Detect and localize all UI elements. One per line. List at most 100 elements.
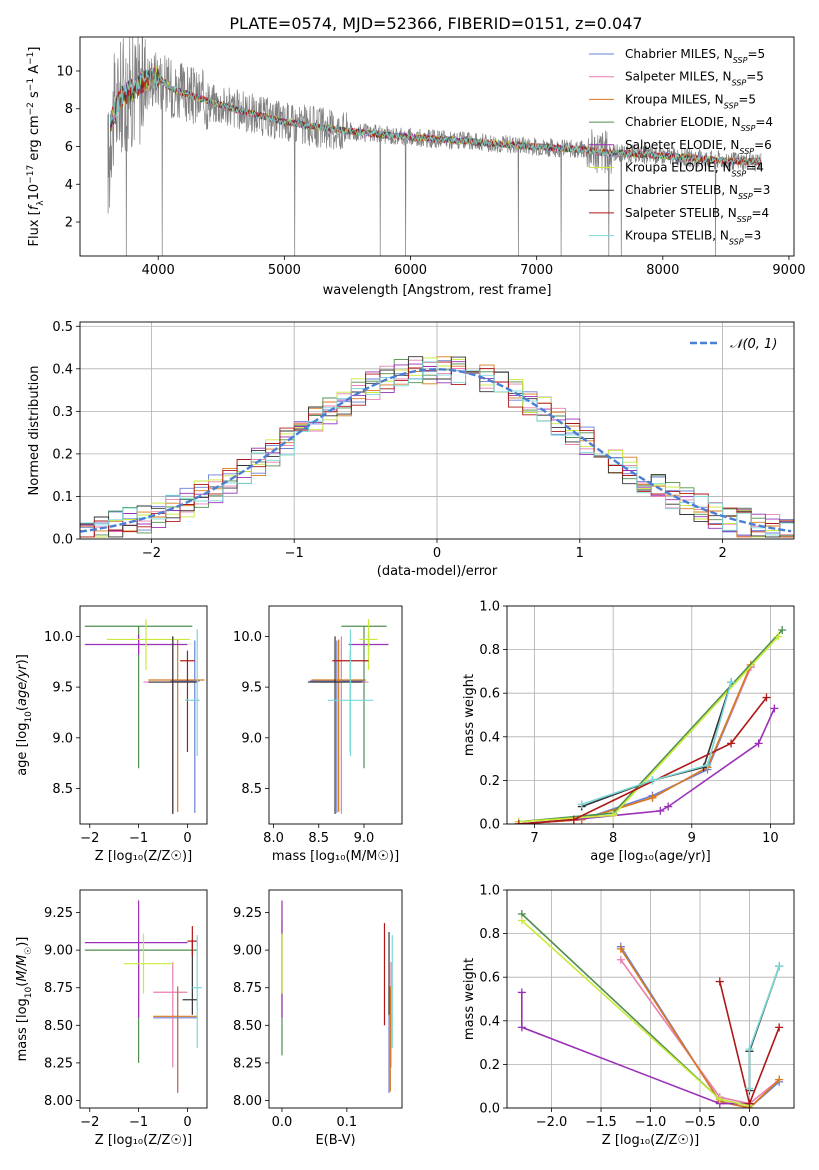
y-tick-label: 8 (65, 102, 73, 117)
data-point (715, 1095, 724, 1104)
data-point (648, 776, 657, 785)
x-tick-label: 9 (688, 831, 696, 846)
series-line (748, 966, 780, 1089)
x-tick-label: −1.0 (635, 1115, 667, 1130)
legend-label: Kroupa STELIB, NSSP=3 (625, 229, 761, 247)
point-chabrier-stelib (307, 636, 363, 814)
x-tick-label: 8 (609, 831, 617, 846)
series-kroupa-stelib (745, 962, 784, 1093)
y-tick-label: 10 (56, 64, 73, 79)
y-axis-label: Flux [fλ10−17 erg cm−2 s−1 A−1] (26, 47, 46, 247)
y-tick-label: 0.2 (52, 447, 73, 462)
axes-spectrum: 4000 5000 6000 7000 8000 9000 2 4 6 8 10 (56, 64, 805, 278)
series-kroupa-elodie (517, 916, 754, 1108)
y-tick-label: 10.0 (44, 630, 73, 645)
point-chabrier-elodie (341, 625, 387, 769)
y-tick-label: 0.4 (479, 730, 500, 745)
y-tick-label: 0.2 (479, 774, 500, 789)
series-salpeter-stelib (514, 693, 771, 824)
data-point (664, 802, 673, 811)
x-tick-label: 9.0 (354, 831, 375, 846)
series-line (581, 682, 732, 808)
y-tick-label: 8.25 (233, 1056, 262, 1071)
series-line (518, 629, 783, 823)
x-tick-label: −2 (80, 831, 99, 846)
series-line (521, 913, 750, 1107)
y-tick-label: 8.5 (241, 782, 262, 797)
legend-label: Kroupa MILES, NSSP=5 (625, 92, 756, 110)
point-kroupa-stelib (327, 629, 374, 757)
x-axis-label: Z [log₁₀(Z/Z☉)] (602, 1133, 699, 1148)
y-tick-label: 9.5 (52, 681, 73, 696)
data-point (703, 761, 712, 770)
point-kroupa-elodie (359, 619, 378, 670)
data-point (715, 977, 724, 986)
series-kroupa-stelib (577, 678, 736, 809)
point-salpeter-miles (153, 962, 188, 1068)
x-tick-label: 0.0 (272, 1115, 293, 1130)
y-axis-label: mass [log10(M/M☉)] (15, 937, 34, 1062)
x-tick-label: 8000 (646, 263, 679, 278)
x-tick-label: −0.5 (684, 1115, 716, 1130)
data-point (770, 704, 779, 713)
data-point (775, 1023, 784, 1032)
axes-mass-vs-Z: −2 −1 0 8.00 8.25 8.50 8.75 9.00 9.25 (44, 906, 192, 1130)
data-point (727, 739, 736, 748)
y-tick-label: 9.25 (44, 906, 73, 921)
x-axis-label: (data-model)/error (377, 564, 498, 579)
y-tick-label: 0.6 (479, 971, 500, 986)
y-tick-label: 6 (65, 140, 73, 155)
point-salpeter-miles (314, 636, 369, 814)
y-axis-label: mass weight (462, 958, 477, 1040)
data-point (569, 815, 578, 824)
series-chabrier-stelib (577, 678, 736, 811)
y-tick-label: 8.00 (44, 1094, 73, 1109)
data-point (745, 1099, 754, 1108)
data-point (774, 632, 783, 641)
x-axis-label: mass [log₁₀(M/M☉)] (272, 849, 399, 864)
axes-frame-spectrum (79, 36, 795, 257)
x-tick-label: 4000 (142, 263, 175, 278)
axes-mass-vs-EBV: 0.0 0.1 8.00 8.25 8.50 8.75 9.00 9.25 (233, 906, 357, 1130)
point-kroupa-miles (311, 639, 366, 812)
y-tick-label: 9.25 (233, 906, 262, 921)
series-line (521, 919, 750, 1107)
point-chabrier-miles (170, 640, 200, 813)
x-tick-label: −2 (142, 546, 161, 561)
axes-age-vs-Z: −2 −1 0 8.5 9.0 9.5 10.0 (44, 630, 192, 846)
series-salpeter-elodie (514, 704, 779, 824)
y-tick-label: 4 (65, 178, 73, 193)
x-tick-label: 7000 (520, 263, 553, 278)
series-chabrier-stelib (745, 962, 784, 1095)
point-kroupa-stelib (192, 935, 203, 1048)
y-tick-label: 0.0 (479, 1102, 500, 1117)
axes-age-vs-mass: 8.0 8.5 9.0 8.5 9.0 9.5 10.0 (233, 630, 374, 846)
axes-frame-massweight-vs-age (506, 605, 795, 825)
axes-frame-residuals (79, 321, 795, 540)
x-axis-label: E(B-V) (315, 1133, 355, 1148)
legend-label: Chabrier MILES, NSSP=5 (625, 47, 765, 65)
axes-residuals: −2 −1 0 1 2 0.0 0.1 0.2 0.3 0.4 0.5 (52, 320, 794, 561)
x-tick-label: 1 (576, 546, 584, 561)
data-point (775, 1075, 784, 1084)
y-tick-label: 8.75 (44, 981, 73, 996)
x-tick-label: −1.5 (585, 1115, 617, 1130)
y-tick-label: 0.3 (52, 405, 73, 420)
y-tick-label: 9.0 (241, 731, 262, 746)
y-tick-label: 9.0 (52, 731, 73, 746)
x-axis-label: age [log₁₀(age/yr)] (590, 849, 711, 864)
x-axis-label: Z [log₁₀(Z/Z☉)] (95, 1133, 192, 1148)
x-tick-label: 0.0 (739, 1115, 760, 1130)
y-tick-label: 0.8 (479, 927, 500, 942)
legend-label: Salpeter ELODIE, NSSP=6 (625, 138, 772, 156)
point-kroupa-miles (153, 986, 198, 1092)
series-line (581, 682, 732, 806)
x-tick-label: 2 (718, 546, 726, 561)
series-line (521, 992, 750, 1105)
axes-frame-age-vs-mass (268, 605, 403, 825)
y-tick-label: 2 (65, 216, 73, 231)
legend-label: Kroupa ELODIE, NSSP=4 (625, 161, 764, 179)
data-point (517, 916, 526, 925)
x-axis-label: wavelength [Angstrom, rest frame] (323, 283, 552, 298)
point-chabrier-elodie (84, 949, 198, 1063)
